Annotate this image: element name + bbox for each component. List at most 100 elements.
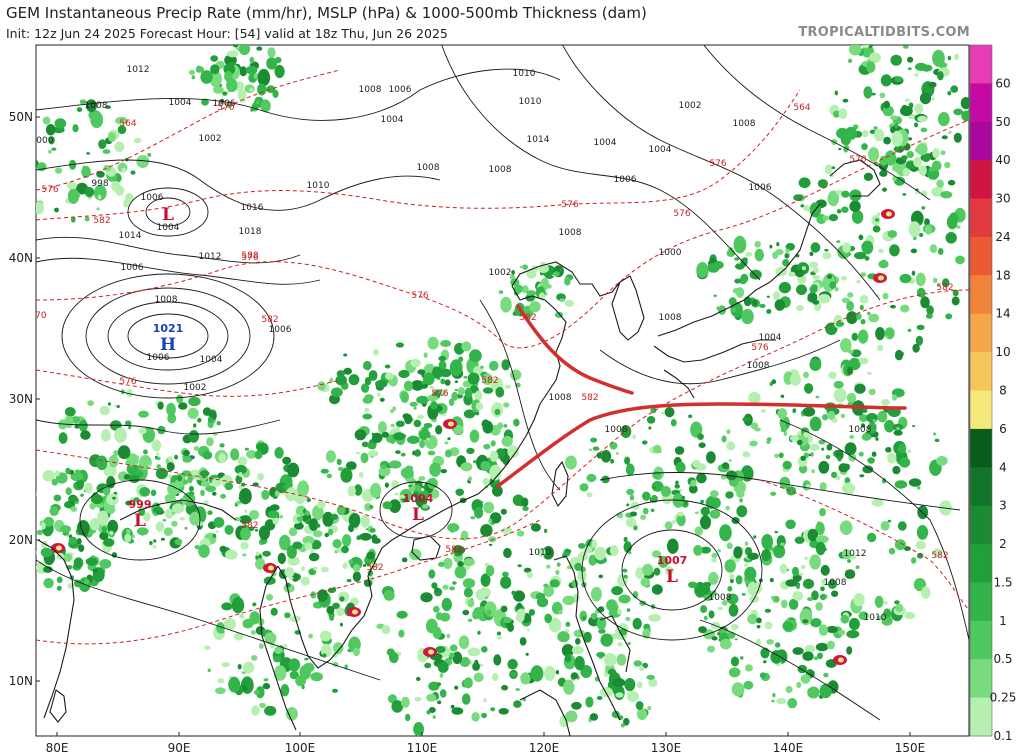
precip-cell [346,579,352,583]
precip-cell [261,489,270,500]
precip-cell [356,451,360,455]
precip-cell [623,541,632,553]
precip-cell [940,191,953,199]
precip-cell [878,260,889,269]
precip-cell [106,493,119,506]
precip-cell [284,486,297,502]
precip-cell [76,538,82,545]
lon-label: 130E [651,741,682,755]
precip-cell [717,548,721,553]
precip-cell [485,565,495,577]
precip-cell [212,533,217,538]
precip-cell [778,281,792,294]
precip-cell [819,508,826,517]
precip-cell [188,396,201,407]
precip-cell [628,551,632,555]
colorbar-label: 1.5 [993,575,1012,589]
precip-cell [622,568,628,573]
precip-cell [89,503,96,510]
precip-cell [54,118,67,129]
precip-cell [295,505,307,517]
colorbar-segment [970,620,992,660]
precip-cell [648,614,661,622]
precip-cell [143,512,151,522]
colorbar-segment [970,544,992,583]
precip-cell [849,189,862,202]
precip-cell [449,586,455,591]
precip-cell [946,214,958,230]
precip-cell [815,602,823,611]
precip-cell [467,647,481,657]
precip-cell [363,360,372,371]
precip-cell [652,471,662,480]
precip-cell [482,420,494,434]
precip-cell [150,489,157,497]
precip-cell [96,455,108,471]
precip-cell [507,622,514,632]
precip-cell [93,184,107,201]
precip-cell [740,656,744,660]
precip-cell [258,643,264,649]
precip-cell [511,270,515,275]
precip-cell [441,597,452,612]
isobar-label: 1014 [119,231,142,241]
precip-cell [769,244,773,249]
precip-cell [188,430,199,443]
precip-cell [338,466,344,471]
isobar-label: 1010 [513,69,536,79]
precip-cell [513,418,520,427]
precip-cell [385,372,394,380]
precip-cell [414,449,421,457]
precip-cell [785,423,790,428]
precip-cell [377,392,381,397]
precip-cell [907,56,914,63]
precip-cell [112,496,116,500]
precip-cell [319,630,332,642]
precip-cell [97,510,109,526]
precip-cell [310,672,324,682]
precip-cell [760,647,770,659]
precip-cell [761,549,772,562]
precip-cell [883,136,891,145]
precip-cell [400,452,406,457]
thickness-label: 582 [93,216,110,226]
precip-cell [780,394,785,398]
precip-cell [66,534,70,537]
precip-cell [800,564,806,569]
precip-cell [854,251,867,260]
precip-cell [401,696,410,708]
precip-cell [874,595,884,608]
precip-cell [483,501,495,514]
isobar-label: 1008 [85,101,108,111]
precip-cell [225,549,238,560]
precip-core [56,545,62,551]
precip-cell [48,150,52,154]
precip-cell [606,599,618,612]
precip-cell [418,429,431,441]
precip-cell [774,642,781,648]
precip-cell [282,643,288,649]
precip-cell [237,664,242,670]
precip-cell [951,296,960,306]
precip-cell [916,287,926,298]
precip-cell [99,531,109,541]
precip-cell [308,552,320,562]
low-pressure-value: 1004 [403,492,434,505]
precip-cell [734,638,738,641]
precip-cell [861,433,872,441]
precip-cell [133,497,140,502]
precip-cell [212,491,217,496]
precip-cell [688,484,698,494]
precip-cell [248,526,255,531]
precip-cell [858,357,869,365]
precip-cell [257,83,267,96]
precip-cell [899,457,911,468]
precip-cell [871,498,884,507]
precip-cell [65,467,71,475]
precip-cell [312,504,324,521]
precip-cell [232,45,239,48]
precip-cell [797,439,803,446]
precip-cell [496,631,502,636]
precip-cell [906,151,914,159]
precip-cell [884,419,895,433]
